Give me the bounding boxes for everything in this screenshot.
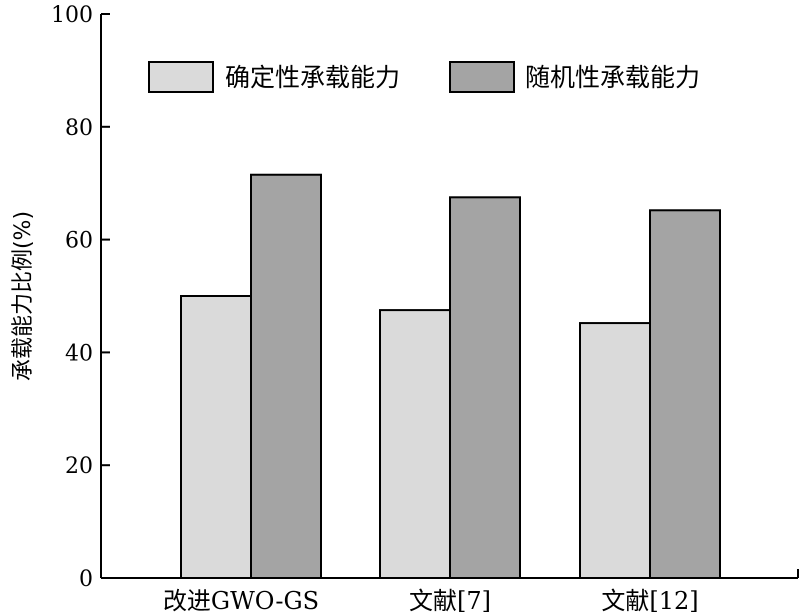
bar-deterministic-2 — [579, 322, 651, 579]
x-category-labels: 改进GWO-GS 文献[7] 文献[12] — [163, 587, 699, 615]
x-category-label: 改进GWO-GS — [163, 587, 319, 615]
y-tick-label: 0 — [79, 567, 93, 592]
y-tick-label: 60 — [65, 229, 93, 254]
axes-layer — [100, 14, 798, 579]
legend-swatch — [449, 61, 515, 93]
y-axis-title: 承载能力比例(%) — [11, 211, 36, 381]
bars-layer — [180, 173, 721, 580]
legend-label: 确定性承载能力 — [225, 63, 400, 92]
y-tick-label: 80 — [65, 116, 93, 141]
bar-stochastic-1 — [449, 196, 521, 580]
y-ticks: 0 20 40 60 80 100 — [51, 3, 799, 592]
y-tick-label: 20 — [65, 454, 93, 479]
bar-deterministic-1 — [379, 309, 451, 579]
bar-stochastic-2 — [649, 209, 721, 579]
y-tick-label: 100 — [51, 3, 93, 28]
legend-label: 随机性承载能力 — [525, 63, 700, 92]
legend-swatch — [148, 61, 214, 93]
x-category-label: 文献[12] — [601, 587, 698, 615]
legend: 确定性承载能力 随机性承载能力 — [148, 61, 700, 93]
bar-stochastic-0 — [250, 173, 322, 580]
bar-deterministic-0 — [180, 295, 252, 579]
x-category-label: 文献[7] — [409, 587, 491, 615]
y-tick-label: 40 — [65, 341, 93, 366]
